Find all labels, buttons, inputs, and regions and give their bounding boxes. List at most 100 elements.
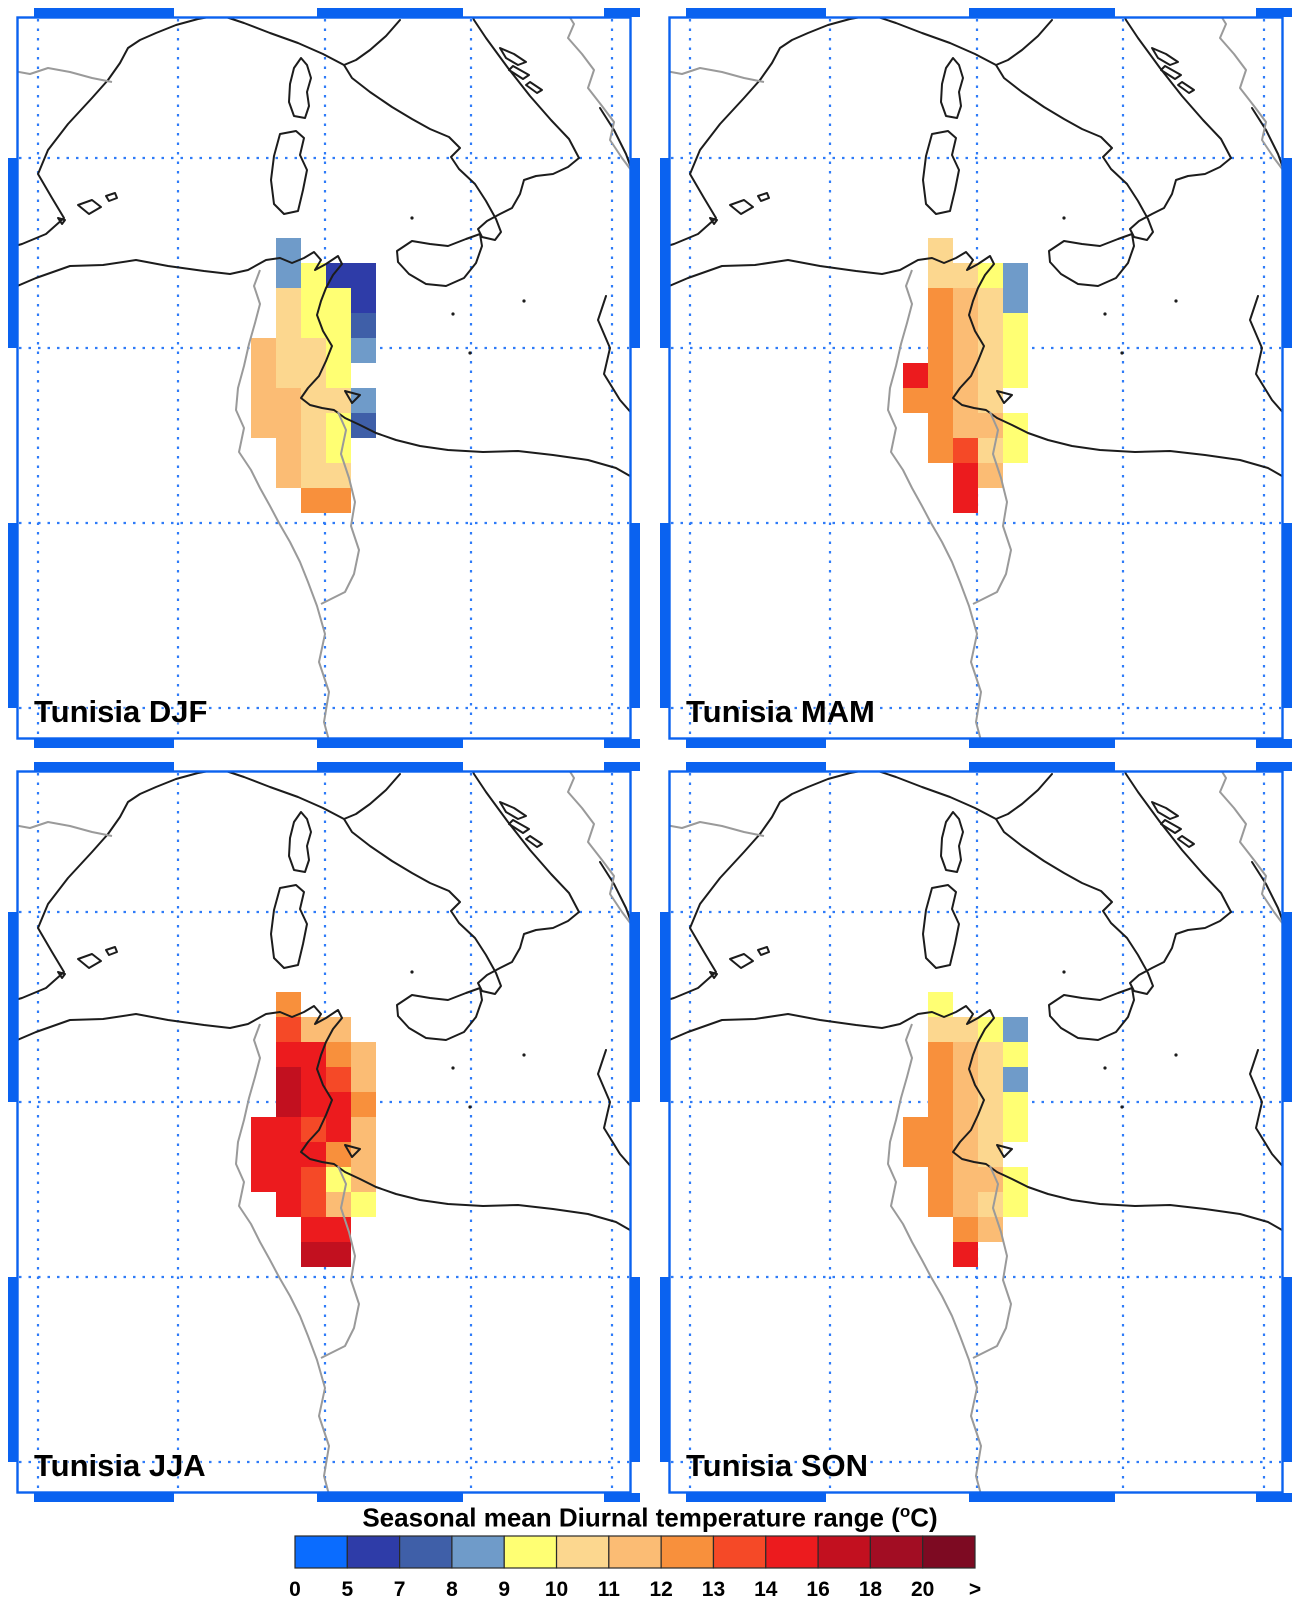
data-cell [978, 288, 1003, 313]
data-cell [326, 463, 351, 488]
map-panel-mam: Tunisia MAM [660, 8, 1292, 748]
data-cell [301, 438, 326, 463]
data-cell [928, 338, 953, 363]
data-cell [326, 1167, 351, 1192]
data-cell [1003, 1067, 1028, 1092]
data-cell [928, 413, 953, 438]
data-cell [276, 288, 301, 313]
data-cell [301, 463, 326, 488]
data-cell [928, 1017, 953, 1042]
degree-superscript: o [899, 1502, 911, 1521]
colorbar-segment [346, 1535, 401, 1569]
panel-label-djf: Tunisia DJF [34, 694, 208, 729]
data-cell [326, 1217, 351, 1242]
data-cell [978, 363, 1003, 388]
map-panel-son: Tunisia SON [660, 762, 1292, 1502]
data-cell [978, 438, 1003, 463]
data-cell [1003, 338, 1028, 363]
colorbar-tick-label: 13 [702, 1578, 725, 1601]
data-cells [903, 238, 1028, 513]
data-cell [251, 1167, 276, 1192]
data-cell [978, 413, 1003, 438]
data-cell [276, 238, 301, 263]
data-cell [928, 363, 953, 388]
data-cell [1003, 1017, 1028, 1042]
data-cell [326, 1042, 351, 1067]
colorbar-segment [817, 1535, 871, 1569]
data-cell [978, 463, 1003, 488]
data-cell [326, 1067, 351, 1092]
data-cell [953, 413, 978, 438]
data-cell [928, 1092, 953, 1117]
colorbar-segment [451, 1535, 505, 1569]
data-cell [326, 363, 351, 388]
data-cell [301, 338, 326, 363]
data-cell [1003, 288, 1028, 313]
data-cell [953, 338, 978, 363]
colorbar-tick-label: 12 [649, 1578, 672, 1601]
data-cell [251, 413, 276, 438]
colorbar-tick-label: 16 [806, 1578, 829, 1601]
data-cell [953, 1117, 978, 1142]
colorbar-segment [399, 1535, 453, 1569]
data-cell [276, 313, 301, 338]
colorbar-title: Seasonal mean Diurnal temperature range … [362, 1502, 938, 1533]
colorbar-tick-label: 7 [394, 1578, 406, 1601]
data-cell [301, 1242, 326, 1267]
data-cell [251, 388, 276, 413]
data-cell [326, 1117, 351, 1142]
colorbar-segment [869, 1535, 924, 1569]
colorbar-tick-labels: 0 5 7 8 9 10 11 12 13 14 16 18 20 > [289, 1578, 981, 1601]
colorbar-tick-label: 18 [859, 1578, 883, 1601]
data-cell [326, 413, 351, 438]
data-cell [351, 1117, 376, 1142]
data-cell [928, 263, 953, 288]
data-cell [301, 313, 326, 338]
data-cell [1003, 313, 1028, 338]
data-cell [928, 1067, 953, 1092]
panel-label-jja: Tunisia JJA [34, 1448, 206, 1483]
data-cell [978, 1192, 1003, 1217]
data-cell [953, 438, 978, 463]
data-cell [1003, 1167, 1028, 1192]
colorbar-tick-label: 9 [498, 1578, 510, 1601]
map-frame [8, 8, 640, 748]
data-cell [276, 1142, 301, 1167]
data-cell [1003, 1117, 1028, 1142]
data-cell [301, 1067, 326, 1092]
colorbar-tick-label: 10 [545, 1578, 568, 1601]
data-cell [1003, 1042, 1028, 1067]
data-cell [301, 363, 326, 388]
data-cell [953, 488, 978, 513]
data-cell [953, 1067, 978, 1092]
data-cell [903, 363, 928, 388]
data-cell [276, 363, 301, 388]
data-cell [301, 413, 326, 438]
data-cell [953, 463, 978, 488]
data-cell [276, 1117, 301, 1142]
data-cell [301, 1092, 326, 1117]
data-cells [251, 238, 376, 513]
data-cell [326, 1192, 351, 1217]
colorbar-segment [660, 1535, 715, 1569]
country-borders [8, 8, 640, 748]
data-cell [351, 263, 376, 288]
panel-label-son: Tunisia SON [686, 1448, 869, 1483]
colorbar-tick-label: 11 [598, 1578, 621, 1601]
data-cell [1003, 413, 1028, 438]
map-canvas-jja [8, 762, 640, 1502]
data-cell [276, 388, 301, 413]
data-cell [928, 238, 953, 263]
country-borders [8, 762, 640, 1502]
data-cell [326, 438, 351, 463]
map-canvas-djf [8, 8, 640, 748]
data-cell [326, 288, 351, 313]
data-cell [953, 1092, 978, 1117]
country-borders [660, 762, 1292, 1502]
data-cell [276, 1167, 301, 1192]
colorbar-tick-label: 5 [341, 1578, 353, 1601]
colorbar-segment [922, 1535, 976, 1569]
data-cell [928, 992, 953, 1017]
data-cell [276, 438, 301, 463]
